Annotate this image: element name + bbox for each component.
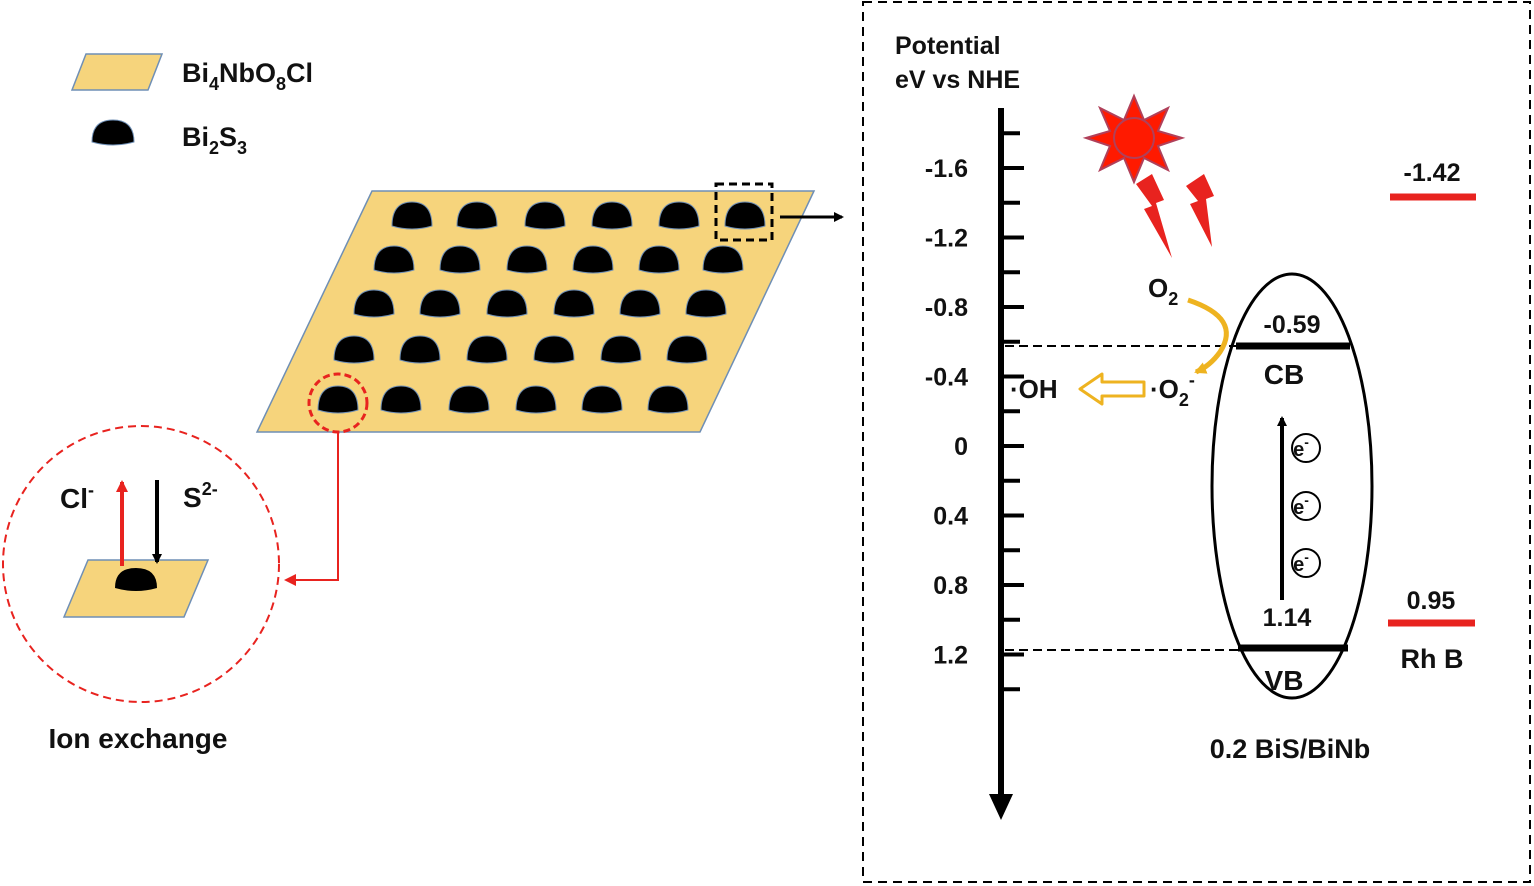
bi2s3-particle (572, 245, 614, 274)
light-bolt-icon (1136, 174, 1172, 258)
tick-label: 1.2 (933, 642, 968, 670)
bi2s3-particle (456, 201, 498, 230)
bi2s3-particle (317, 385, 359, 414)
panel-border (862, 1, 1531, 883)
ion-exchange-caption: Ion exchange (49, 723, 228, 754)
svg-text:e-: e- (1293, 492, 1309, 519)
bi2s3-particle (439, 245, 481, 274)
bi2s3-particle (515, 385, 557, 414)
composite-sheet (255, 182, 844, 586)
tick-label: -0.8 (925, 294, 968, 322)
bi2s3-particle (553, 289, 595, 318)
bi2s3-particle (486, 289, 528, 318)
svg-text:e-: e- (1293, 434, 1309, 461)
band-diagram-panel: Potential eV vs NHE -1.6 -1.2 -0.8 -0.4 0 0.4… (862, 1, 1531, 883)
bi2s3-particle (619, 289, 661, 318)
bi2s3-particle (581, 385, 623, 414)
bi2s3-particle (391, 201, 433, 230)
cb-label: CB (1264, 359, 1304, 390)
hydroxyl-arrow (1078, 372, 1146, 406)
axis-title-line1: Potential (895, 32, 1001, 60)
o2-label: O2 (1148, 273, 1178, 309)
bi2s3-particle (448, 385, 490, 414)
svg-text:e-: e- (1293, 549, 1309, 576)
legend-sheet-label: Bi4NbO8Cl (182, 58, 313, 94)
tick-label: -0.4 (925, 364, 968, 392)
bi2s3-particle (702, 245, 744, 274)
tick-label: -1.6 (925, 155, 968, 183)
rhb-top-value: -1.42 (1404, 159, 1461, 187)
inset-particle (115, 568, 157, 591)
bi2s3-particle (333, 335, 375, 364)
bi2s3-particle (380, 385, 422, 414)
legend-particle-label: Bi2S3 (182, 122, 247, 158)
bi2s3-particle (419, 289, 461, 318)
axis-title-line2: eV vs NHE (895, 66, 1020, 94)
bi2s3-particle (399, 335, 441, 364)
bi2s3-particle (533, 335, 575, 364)
electron-2: e- (1291, 491, 1321, 521)
bi2s3-particle (524, 201, 566, 230)
vb-label: VB (1265, 665, 1304, 696)
bi2s3-particle (685, 289, 727, 318)
hydroxyl-label: ·OH (1010, 374, 1058, 404)
legend-sheet-swatch (70, 53, 164, 91)
s-label: S2- (183, 479, 218, 513)
cb-value: -0.59 (1264, 311, 1321, 339)
legend: Bi4NbO8Cl Bi2S3 (70, 53, 313, 158)
bi2s3-particle (658, 201, 700, 230)
light-bolt-icon (1186, 174, 1214, 247)
o2-reduction-arrow (1187, 297, 1229, 375)
potential-axis-arrowhead (989, 794, 1013, 820)
ion-exchange-inset: Cl- S2- Ion exchange (2, 425, 280, 754)
cl-label: Cl- (60, 480, 94, 514)
bi2s3-particle (353, 289, 395, 318)
bi2s3-particle (506, 245, 548, 274)
rhb-bottom-value: 0.95 (1407, 587, 1456, 615)
sample-label: 0.2 BiS/BiNb (1210, 734, 1371, 764)
bi2s3-particle (373, 245, 415, 274)
zoom-box (714, 182, 774, 242)
legend-particle-swatch (91, 119, 135, 146)
inset-connector (284, 432, 339, 586)
bi2s3-particle (600, 335, 642, 364)
inset-circle (2, 425, 280, 703)
electron-1: e- (1291, 433, 1321, 463)
bi2s3-particle (591, 201, 633, 230)
band-ellipse (1210, 272, 1374, 700)
sun-icon (1082, 93, 1186, 185)
bi2s3-particle (647, 385, 689, 414)
tick-label: -1.2 (925, 225, 968, 253)
tick-label: 0 (954, 433, 968, 461)
bi2s3-particles (317, 201, 766, 414)
bi2s3-particle (666, 335, 708, 364)
tick-label: 0.4 (933, 503, 968, 531)
axis-ticks: -1.6 -1.2 -0.8 -0.4 0 0.4 0.8 1.2 (925, 131, 1024, 692)
bi2s3-particle (638, 245, 680, 274)
superoxide-label: ·O2- (1150, 370, 1195, 410)
rhb-label: Rh B (1401, 644, 1464, 674)
tick-label: 0.8 (933, 572, 968, 600)
vb-value: 1.14 (1263, 604, 1312, 632)
bi2s3-particle (724, 201, 766, 230)
electron-3: e- (1291, 548, 1321, 578)
bi2s3-particle (466, 335, 508, 364)
